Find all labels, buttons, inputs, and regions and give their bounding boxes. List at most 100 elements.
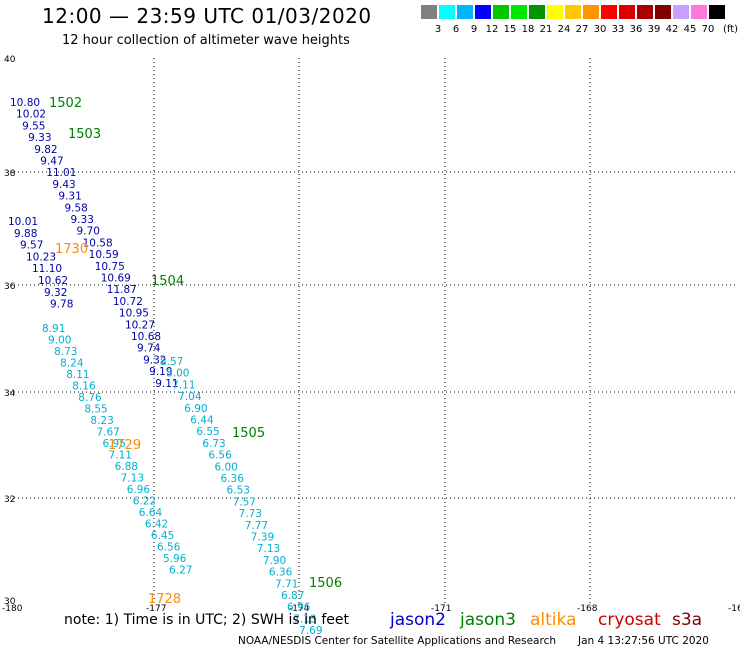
wave-height-value: 8.73 (54, 346, 77, 358)
scale-tick: 70 (701, 24, 715, 35)
latitude-label: 40 (4, 55, 16, 65)
wave-height-value: 9.55 (22, 120, 45, 132)
scale-tick: 27 (575, 24, 589, 35)
wave-height-value: 9.32 (143, 354, 166, 366)
wave-height-value: 6.42 (145, 519, 168, 531)
wave-height-value: 7.57 (233, 496, 256, 508)
wave-height-value: 7.04 (178, 391, 202, 403)
latitude-label: 36 (4, 282, 16, 292)
wave-height-value: 6.96 (127, 484, 151, 496)
wave-height-value: 6.88 (115, 461, 138, 473)
credit-text: NOAA/NESDIS Center for Satellite Applica… (238, 635, 556, 647)
latitude-labels: 40 38 36 34 32 30 (4, 55, 16, 607)
wave-height-value: 6.27 (169, 565, 192, 577)
scale-tick: 21 (539, 24, 553, 35)
map-grid (10, 58, 738, 603)
wave-height-value: 6.96 (287, 602, 311, 614)
longitude-labels: -180 -177 -174 -171 -168 -16 (2, 604, 740, 614)
scale-unit: (ft) (723, 24, 739, 35)
wave-height-value: 10.23 (26, 251, 56, 263)
scale-tick: 45 (683, 24, 697, 35)
scale-tick: 6 (452, 24, 460, 35)
wave-height-value: 9.70 (77, 226, 100, 238)
scale-swatch (529, 5, 545, 19)
wave-height-value: 10.59 (89, 249, 119, 261)
wave-height-value: 10.95 (119, 308, 149, 320)
legend-s3a: s3a (672, 610, 703, 630)
wave-height-value: 8.11 (66, 369, 89, 381)
pass-number-label: 1729 (108, 438, 141, 453)
wave-height-value: 7.11 (109, 450, 132, 462)
scale-tick: 36 (629, 24, 643, 35)
wave-height-value: 10.80 (10, 97, 40, 109)
wave-height-value: 9.31 (58, 191, 81, 203)
scale-swatch (673, 5, 689, 19)
wave-height-value: 9.57 (20, 240, 43, 252)
latitude-label: 34 (4, 389, 16, 399)
wave-height-value: 10.69 (101, 273, 131, 285)
scale-swatch (565, 5, 581, 19)
wave-height-value: 8.23 (90, 415, 113, 427)
wave-height-value: 7.39 (251, 532, 274, 544)
credit-line: NOAA/NESDIS Center for Satellite Applica… (238, 635, 709, 647)
wave-height-value: 11.10 (32, 263, 62, 275)
wave-height-value: 6.53 (227, 485, 250, 497)
scale-tick: 3 (434, 24, 442, 35)
wave-height-value: 7.71 (275, 578, 298, 590)
wave-height-value: 9.58 (64, 202, 87, 214)
wave-height-value: 9.19 (149, 366, 172, 378)
latitude-label: 32 (4, 495, 15, 505)
scale-swatch (439, 5, 455, 19)
wave-height-value: 8.57 (160, 356, 183, 368)
wave-height-value: 9.33 (28, 132, 51, 144)
scale-tick: 42 (665, 24, 679, 35)
wave-height-value: 11.01 (46, 167, 76, 179)
wave-height-value: 8.00 (166, 368, 189, 380)
wave-height-value: 6.00 (214, 461, 237, 473)
wave-height-value: 10.68 (131, 331, 161, 343)
wave-height-value: 7.73 (239, 508, 262, 520)
wave-height-value: 6.22 (133, 496, 156, 508)
wave-height-value: 10.62 (38, 275, 68, 287)
scale-swatch (691, 5, 707, 19)
wave-height-value: 10.58 (83, 237, 113, 249)
legend-jason2: jason2 (390, 610, 446, 630)
wave-height-value: 9.11 (155, 378, 178, 390)
wave-height-value: 8.55 (84, 404, 107, 416)
wave-height-value: 6.73 (202, 438, 225, 450)
wave-height-value: 6.95 (103, 438, 126, 450)
longitude-label: -16 (728, 604, 740, 614)
longitude-label: -168 (577, 604, 598, 614)
wave-height-value: 9.33 (71, 214, 94, 226)
pass-number-label: 1506 (309, 576, 342, 591)
wave-height-value: 6.44 (190, 415, 214, 427)
scale-swatch (457, 5, 473, 19)
legend-altika: altika (530, 610, 577, 630)
wave-height-value: 9.82 (34, 144, 57, 156)
wave-height-value: 10.02 (16, 109, 46, 121)
wave-height-value: 8.24 (60, 358, 84, 370)
wave-height-value: 6.56 (208, 450, 232, 462)
scale-tick: 24 (557, 24, 571, 35)
latitude-label: 38 (4, 169, 16, 179)
wave-height-value: 7.13 (293, 613, 316, 625)
wave-height-value: 9.32 (44, 287, 67, 299)
scale-swatch (511, 5, 527, 19)
scale-tick: 9 (470, 24, 478, 35)
pass-number-label: 1502 (49, 96, 82, 111)
wave-height-value: 10.01 (8, 216, 38, 228)
latitude-label: 30 (4, 597, 16, 607)
wave-height-value: 9.78 (50, 299, 73, 311)
pass-number-label: 1504 (151, 274, 184, 289)
wave-height-value: 7.77 (245, 520, 268, 532)
legend-cryosat: cryosat (598, 610, 661, 630)
scale-tick: 18 (521, 24, 535, 35)
wave-height-value: 6.64 (139, 507, 163, 519)
scale-tick: 30 (593, 24, 607, 35)
wave-height-value: 7.90 (263, 555, 286, 567)
longitude-label: -180 (2, 604, 23, 614)
wave-height-value: 6.55 (196, 426, 219, 438)
scale-swatch (421, 5, 437, 19)
longitude-label: -177 (146, 604, 166, 614)
